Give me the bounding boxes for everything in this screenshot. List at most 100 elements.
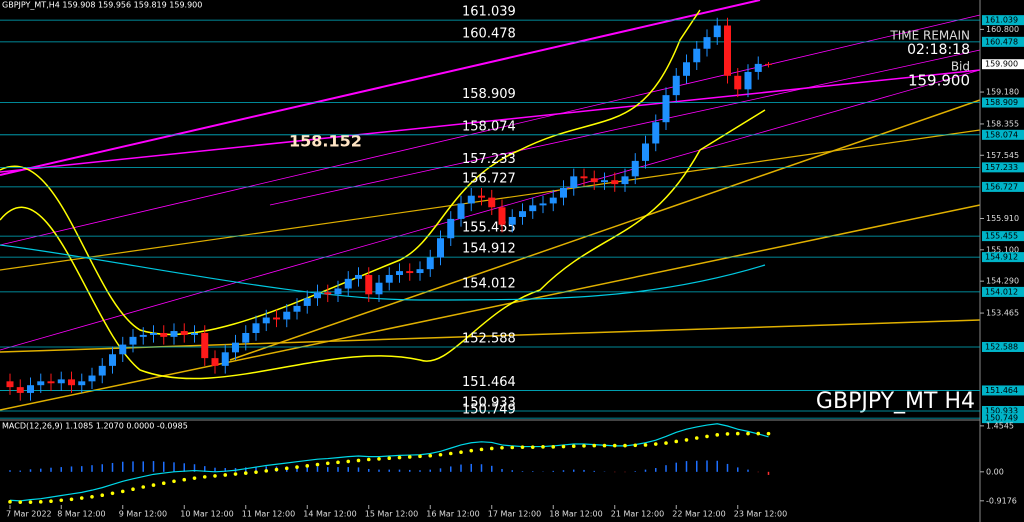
candle-body — [170, 331, 178, 337]
moving-average — [0, 244, 766, 301]
signal-dot — [674, 439, 679, 444]
signal-dot — [571, 444, 576, 449]
candle-body — [672, 75, 680, 96]
candle-body — [488, 197, 496, 208]
level-box-label: 152.588 — [985, 342, 1018, 351]
candle-body — [590, 178, 598, 183]
level-box — [982, 286, 1024, 297]
band-upper — [0, 9, 701, 336]
level-box — [982, 129, 1024, 140]
signal-dot — [305, 464, 310, 468]
annotation: 158.152 — [289, 132, 362, 151]
candle-body — [160, 332, 168, 337]
candle-body — [437, 238, 444, 258]
candle-body — [57, 379, 65, 384]
signal-dot — [664, 441, 668, 445]
candle-body — [447, 218, 455, 239]
signal-dot — [397, 455, 402, 460]
signal-dot — [182, 477, 187, 482]
candle-body — [375, 282, 383, 295]
level-label: 157.233 — [462, 152, 516, 167]
signal-dot — [295, 465, 299, 469]
signal-dot — [653, 442, 658, 446]
candle-body — [529, 205, 537, 212]
level-box — [982, 413, 1024, 424]
x-tick-label: 7 Mar 2022 — [6, 510, 52, 519]
level-box-label: 151.464 — [985, 386, 1018, 395]
candle-body — [560, 187, 567, 198]
y-tick-label: 158.355 — [986, 119, 1019, 128]
candle-body — [98, 365, 106, 376]
level-box-label: 158.074 — [985, 130, 1018, 139]
macd-title: MACD(12,26,9) 1.1085 1.2070 0.0000 -0.09… — [2, 422, 188, 431]
signal-dot — [28, 500, 33, 504]
candle-body — [242, 332, 250, 343]
y-tick-label: 154.290 — [986, 277, 1019, 286]
candle-body — [642, 143, 649, 161]
signal-dot — [192, 476, 197, 480]
level-label: 152.588 — [462, 331, 516, 346]
signal-dot — [551, 445, 556, 449]
candle-body — [324, 292, 332, 295]
level-label: 150.749 — [462, 403, 516, 418]
signal-dot — [243, 471, 248, 475]
level-label: 160.478 — [462, 26, 516, 41]
level-box-label: 154.012 — [985, 287, 1018, 296]
candle-body — [570, 176, 578, 188]
candle-body — [37, 381, 45, 386]
level-box-label: 158.909 — [985, 98, 1018, 107]
level-label: 154.912 — [462, 242, 516, 257]
candle-body — [232, 342, 239, 353]
level-box-label: 155.455 — [985, 232, 1018, 241]
candle-body — [344, 278, 352, 289]
x-tick-label: 9 Mar 12:00 — [119, 510, 167, 519]
level-box — [982, 97, 1024, 108]
y-tick-label: 159.180 — [986, 88, 1019, 97]
signal-dot — [469, 448, 474, 453]
y-tick-label: 0.00 — [986, 467, 1004, 476]
candle-body — [334, 288, 342, 295]
y-tick-label: 155.100 — [986, 245, 1019, 254]
signal-dot — [684, 438, 689, 442]
signal-dot — [59, 498, 64, 503]
chart-title: GBPJPY_MT,H4 159.908 159.956 159.819 159… — [2, 1, 202, 10]
candle-body — [109, 354, 116, 366]
level-box — [982, 341, 1024, 352]
candle-body — [191, 332, 198, 335]
level-box-label: 154.912 — [985, 253, 1018, 262]
signal-dot — [172, 479, 176, 484]
signal-dot — [254, 470, 258, 474]
x-tick-label: 8 Mar 12:00 — [57, 510, 105, 519]
candle-body — [426, 257, 434, 270]
signal-dot — [356, 458, 361, 463]
signal-dot — [213, 474, 217, 478]
y-tick-label: 160.800 — [986, 25, 1019, 34]
candle-body — [734, 75, 742, 90]
candle-body — [611, 180, 619, 185]
signal-dot — [582, 444, 586, 448]
candle-body — [713, 25, 721, 38]
signal-dot — [284, 466, 289, 471]
signal-dot — [592, 443, 597, 448]
level-label: 151.464 — [462, 375, 516, 390]
signal-dot — [346, 459, 351, 464]
x-tick-label: 17 Mar 12:00 — [488, 510, 541, 519]
macd-line — [9, 423, 769, 502]
candle-body — [539, 203, 547, 206]
signal-dot — [264, 469, 269, 473]
level-label: 150.933 — [462, 395, 516, 410]
candle-body — [365, 274, 373, 295]
candle-body — [314, 292, 321, 299]
x-tick-label: 10 Mar 12:00 — [180, 510, 233, 519]
candle-body — [201, 332, 209, 359]
candle-body — [601, 180, 608, 183]
x-tick-label: 23 Mar 12:00 — [734, 510, 787, 519]
signal-dot — [766, 431, 771, 436]
candle-body — [703, 37, 711, 49]
level-box-label: 150.933 — [985, 406, 1018, 415]
signal-dot — [151, 483, 156, 487]
candle-body — [457, 203, 465, 219]
price-box — [982, 59, 1024, 70]
candle-body — [129, 336, 137, 345]
